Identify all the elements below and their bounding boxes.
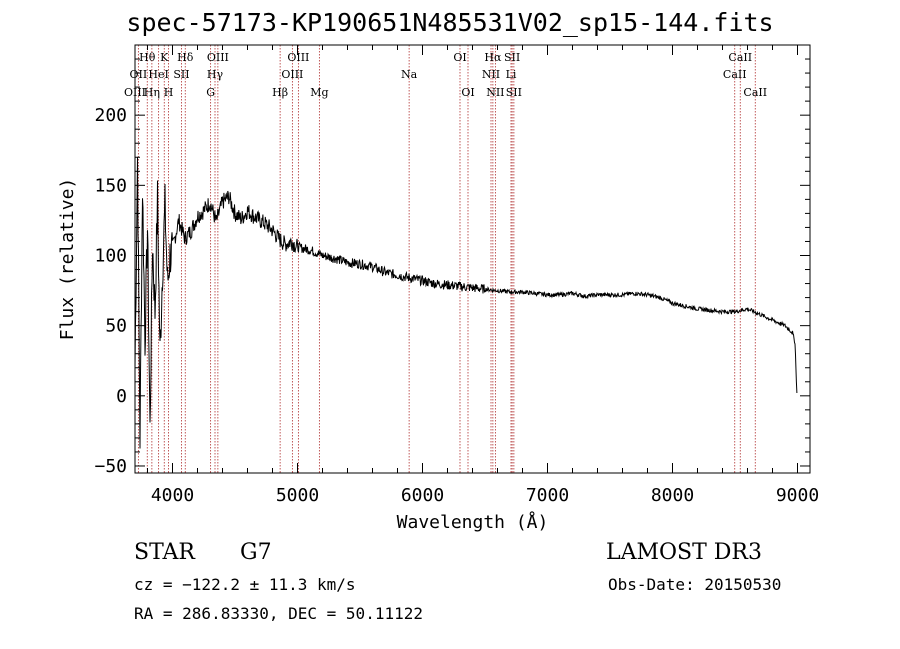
emission-line-label: NII: [486, 86, 504, 99]
x-tick-label: 8000: [651, 485, 694, 506]
y-axis-label: Flux (relative): [57, 178, 78, 341]
observation-date: Obs-Date: 20150530: [608, 575, 782, 594]
emission-line-label: SII: [506, 86, 522, 99]
emission-line-label: SII: [173, 68, 189, 81]
redshift-cz: cz = −122.2 ± 11.3 km/s: [134, 575, 356, 594]
emission-line-label: Hδ: [177, 51, 194, 64]
emission-line-label: Li: [506, 68, 517, 81]
emission-line-label: Na: [401, 68, 418, 81]
y-axis-ticks: −50 0 50 100 150 200: [94, 58, 810, 477]
emission-line-label: Mg: [310, 86, 328, 99]
x-tick-label: 9000: [776, 485, 819, 506]
y-tick-label: 0: [116, 386, 127, 407]
spectrum-line: [134, 156, 798, 449]
y-tick-label: 50: [105, 316, 127, 337]
sky-coordinates: RA = 286.83330, DEC = 50.11122: [134, 604, 423, 623]
emission-line-label: CaII: [728, 51, 752, 64]
x-tick-label: 5000: [276, 485, 319, 506]
y-tick-label: 100: [94, 245, 127, 266]
chart-title: spec-57173-KP190651N485531V02_sp15-144.f…: [126, 8, 774, 37]
emission-line-label: OI: [453, 51, 466, 64]
emission-line-label: Hη: [144, 86, 160, 99]
emission-line-label: OIII: [281, 68, 303, 81]
x-tick-label: 7000: [526, 485, 569, 506]
emission-line-label: OII: [130, 68, 148, 81]
y-tick-label: −50: [94, 456, 127, 477]
emission-line-label: NII: [482, 68, 500, 81]
emission-line-label: HeI: [148, 68, 168, 81]
emission-line-markers: [134, 45, 756, 473]
emission-line-label: K: [160, 51, 169, 64]
emission-line-label: Hθ: [139, 51, 156, 64]
x-axis-label: Wavelength (Å): [397, 511, 549, 533]
emission-line-label: OIII: [207, 51, 229, 64]
emission-line-label: Hα: [484, 51, 502, 64]
emission-line-label: CaII: [743, 86, 767, 99]
y-tick-label: 150: [94, 175, 127, 196]
y-tick-label: 200: [94, 105, 127, 126]
emission-line-label: SII: [504, 51, 520, 64]
emission-line-label: CaII: [723, 68, 747, 81]
emission-line-label: Hγ: [207, 68, 224, 81]
emission-line-label: Hβ: [272, 86, 288, 99]
x-tick-label: 4000: [151, 485, 194, 506]
object-subclass: G7: [240, 540, 272, 565]
survey-name: LAMOST DR3: [606, 540, 762, 565]
x-tick-label: 6000: [401, 485, 444, 506]
object-class: STAR: [134, 540, 195, 565]
emission-line-label: OI: [461, 86, 474, 99]
emission-line-label: H: [164, 86, 174, 99]
plot-frame: [134, 44, 811, 474]
emission-line-label: OIII: [287, 51, 309, 64]
emission-line-label: G: [206, 86, 215, 99]
x-axis-ticks: 4000 5000 6000 7000 8000 9000: [147, 45, 819, 506]
